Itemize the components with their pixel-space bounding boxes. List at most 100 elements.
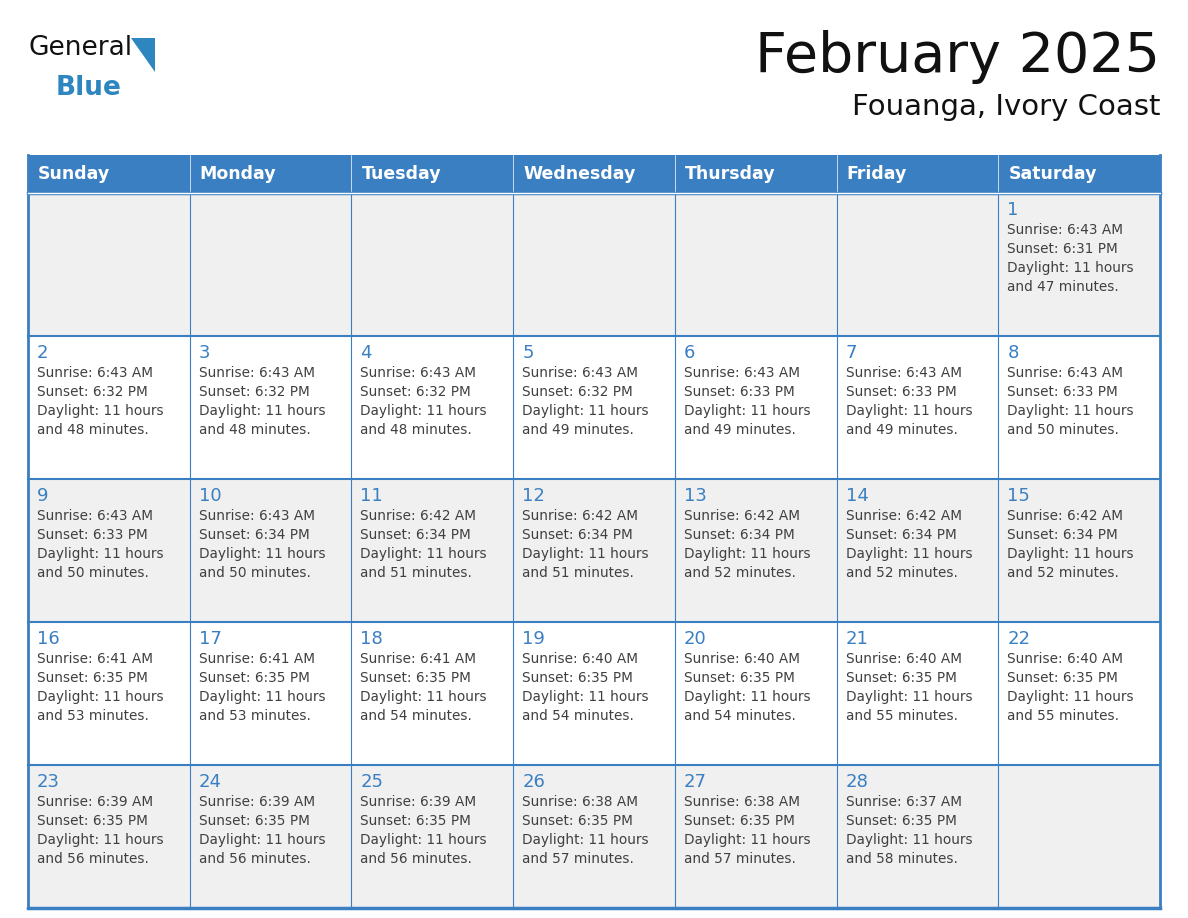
Text: Daylight: 11 hours: Daylight: 11 hours xyxy=(846,690,972,704)
Text: Sunset: 6:32 PM: Sunset: 6:32 PM xyxy=(523,385,633,399)
Text: Sunrise: 6:43 AM: Sunrise: 6:43 AM xyxy=(1007,223,1124,237)
Text: Sunset: 6:35 PM: Sunset: 6:35 PM xyxy=(360,671,472,685)
Bar xyxy=(513,479,675,622)
Text: Sunrise: 6:38 AM: Sunrise: 6:38 AM xyxy=(523,795,638,809)
Bar xyxy=(352,155,513,193)
Text: Sunset: 6:32 PM: Sunset: 6:32 PM xyxy=(37,385,147,399)
Text: Sunrise: 6:40 AM: Sunrise: 6:40 AM xyxy=(1007,652,1124,666)
Bar xyxy=(190,336,352,479)
Text: 22: 22 xyxy=(1007,630,1030,648)
Text: 16: 16 xyxy=(37,630,59,648)
Bar xyxy=(998,765,1159,908)
Text: Sunrise: 6:41 AM: Sunrise: 6:41 AM xyxy=(37,652,153,666)
Bar xyxy=(190,155,352,193)
Text: Sunrise: 6:39 AM: Sunrise: 6:39 AM xyxy=(37,795,153,809)
Bar xyxy=(352,479,513,622)
Text: 5: 5 xyxy=(523,344,533,362)
Text: 13: 13 xyxy=(684,487,707,505)
Text: Sunset: 6:33 PM: Sunset: 6:33 PM xyxy=(684,385,795,399)
Text: Sunrise: 6:39 AM: Sunrise: 6:39 AM xyxy=(198,795,315,809)
Text: Daylight: 11 hours: Daylight: 11 hours xyxy=(684,547,810,561)
Bar xyxy=(513,622,675,765)
Text: Sunrise: 6:43 AM: Sunrise: 6:43 AM xyxy=(1007,366,1124,380)
Bar xyxy=(513,155,675,193)
Text: Daylight: 11 hours: Daylight: 11 hours xyxy=(684,833,810,847)
Text: 14: 14 xyxy=(846,487,868,505)
Text: Sunrise: 6:42 AM: Sunrise: 6:42 AM xyxy=(846,509,961,523)
Text: Wednesday: Wednesday xyxy=(523,165,636,183)
Text: Sunset: 6:34 PM: Sunset: 6:34 PM xyxy=(198,528,309,542)
Text: Daylight: 11 hours: Daylight: 11 hours xyxy=(684,404,810,418)
Text: and 52 minutes.: and 52 minutes. xyxy=(1007,566,1119,580)
Text: and 51 minutes.: and 51 minutes. xyxy=(360,566,473,580)
Text: 24: 24 xyxy=(198,773,222,791)
Text: 17: 17 xyxy=(198,630,222,648)
Bar xyxy=(29,336,190,479)
Text: and 49 minutes.: and 49 minutes. xyxy=(846,423,958,437)
Bar xyxy=(836,622,998,765)
Bar xyxy=(998,479,1159,622)
Text: and 49 minutes.: and 49 minutes. xyxy=(523,423,634,437)
Text: and 52 minutes.: and 52 minutes. xyxy=(684,566,796,580)
Text: and 48 minutes.: and 48 minutes. xyxy=(360,423,472,437)
Text: General: General xyxy=(29,35,132,61)
Text: 12: 12 xyxy=(523,487,545,505)
Text: Sunset: 6:35 PM: Sunset: 6:35 PM xyxy=(846,814,956,828)
Text: Sunset: 6:33 PM: Sunset: 6:33 PM xyxy=(846,385,956,399)
Text: Monday: Monday xyxy=(200,165,277,183)
Text: 6: 6 xyxy=(684,344,695,362)
Text: Sunset: 6:35 PM: Sunset: 6:35 PM xyxy=(846,671,956,685)
Text: February 2025: February 2025 xyxy=(756,30,1159,84)
Text: 19: 19 xyxy=(523,630,545,648)
Text: Sunrise: 6:41 AM: Sunrise: 6:41 AM xyxy=(198,652,315,666)
Text: 21: 21 xyxy=(846,630,868,648)
Text: Daylight: 11 hours: Daylight: 11 hours xyxy=(198,404,326,418)
Text: Sunrise: 6:37 AM: Sunrise: 6:37 AM xyxy=(846,795,961,809)
Text: and 55 minutes.: and 55 minutes. xyxy=(846,709,958,723)
Text: Sunrise: 6:38 AM: Sunrise: 6:38 AM xyxy=(684,795,800,809)
Text: and 50 minutes.: and 50 minutes. xyxy=(37,566,148,580)
Text: 20: 20 xyxy=(684,630,707,648)
Text: Daylight: 11 hours: Daylight: 11 hours xyxy=(523,690,649,704)
Text: Daylight: 11 hours: Daylight: 11 hours xyxy=(1007,261,1133,275)
Text: Sunset: 6:33 PM: Sunset: 6:33 PM xyxy=(37,528,147,542)
Text: Daylight: 11 hours: Daylight: 11 hours xyxy=(523,404,649,418)
Text: 23: 23 xyxy=(37,773,61,791)
Text: Daylight: 11 hours: Daylight: 11 hours xyxy=(360,833,487,847)
Text: Sunrise: 6:40 AM: Sunrise: 6:40 AM xyxy=(523,652,638,666)
Text: Sunset: 6:33 PM: Sunset: 6:33 PM xyxy=(1007,385,1118,399)
Bar xyxy=(513,765,675,908)
Text: and 48 minutes.: and 48 minutes. xyxy=(37,423,148,437)
Bar xyxy=(998,336,1159,479)
Bar xyxy=(675,765,836,908)
Text: Daylight: 11 hours: Daylight: 11 hours xyxy=(37,404,164,418)
Bar xyxy=(190,765,352,908)
Text: Daylight: 11 hours: Daylight: 11 hours xyxy=(198,547,326,561)
Text: Sunset: 6:35 PM: Sunset: 6:35 PM xyxy=(198,814,310,828)
Text: Thursday: Thursday xyxy=(684,165,776,183)
Bar xyxy=(190,479,352,622)
Text: Sunrise: 6:42 AM: Sunrise: 6:42 AM xyxy=(1007,509,1124,523)
Text: and 50 minutes.: and 50 minutes. xyxy=(198,566,310,580)
Text: Sunset: 6:35 PM: Sunset: 6:35 PM xyxy=(684,671,795,685)
Text: and 48 minutes.: and 48 minutes. xyxy=(198,423,310,437)
Bar xyxy=(836,193,998,336)
Text: 9: 9 xyxy=(37,487,49,505)
Text: Sunset: 6:32 PM: Sunset: 6:32 PM xyxy=(360,385,472,399)
Bar xyxy=(29,193,190,336)
Bar xyxy=(352,336,513,479)
Polygon shape xyxy=(131,38,154,72)
Bar xyxy=(836,479,998,622)
Text: Blue: Blue xyxy=(56,75,122,101)
Text: Daylight: 11 hours: Daylight: 11 hours xyxy=(523,547,649,561)
Text: and 50 minutes.: and 50 minutes. xyxy=(1007,423,1119,437)
Text: 7: 7 xyxy=(846,344,857,362)
Bar xyxy=(675,336,836,479)
Text: Sunrise: 6:43 AM: Sunrise: 6:43 AM xyxy=(37,366,153,380)
Bar xyxy=(675,622,836,765)
Text: Daylight: 11 hours: Daylight: 11 hours xyxy=(846,404,972,418)
Text: Sunrise: 6:43 AM: Sunrise: 6:43 AM xyxy=(523,366,638,380)
Text: Daylight: 11 hours: Daylight: 11 hours xyxy=(198,690,326,704)
Text: Daylight: 11 hours: Daylight: 11 hours xyxy=(360,690,487,704)
Text: Sunset: 6:34 PM: Sunset: 6:34 PM xyxy=(523,528,633,542)
